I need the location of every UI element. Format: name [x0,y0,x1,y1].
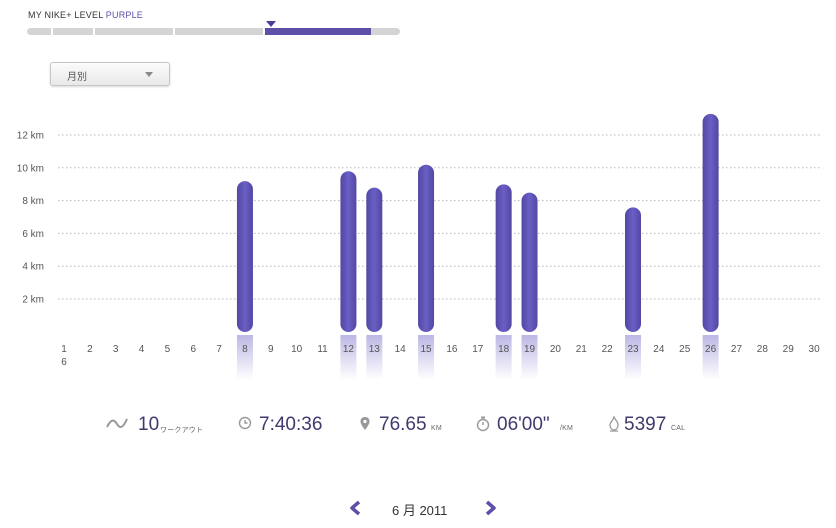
bar-day-8[interactable] [236,181,253,332]
x-tick-label: 27 [731,344,743,355]
bar-day-13[interactable] [366,187,383,332]
chevron-down-icon [145,72,153,77]
stat-calories: 5397 CAL [608,410,708,442]
x-tick-label: 22 [602,344,614,355]
stat-workouts-value: 10 [138,414,160,435]
chevron-right-icon[interactable] [483,500,497,516]
bar-reflection [236,335,253,380]
bar-reflection [495,335,512,380]
stat-workouts: 10 ワークアウト [106,410,216,442]
y-tick-label: 10 km [17,163,44,174]
level-name: PURPLE [105,10,144,20]
stopwatch-icon [476,416,490,432]
bar-reflection [340,335,357,380]
bar-reflection [702,335,719,380]
flame-icon [609,416,619,432]
y-tick-label: 6 km [22,229,44,240]
y-tick-label: 4 km [22,262,44,273]
x-tick-label: 16 [446,344,458,355]
x-tick-label: 23 [627,344,639,355]
stat-duration-value: 7:40:36 [259,414,323,435]
bar-reflection [521,335,538,380]
bar-day-18[interactable] [495,184,512,332]
x-tick-label: 6 [61,357,67,368]
x-tick-label: 5 [165,344,171,355]
x-tick-label: 12 [343,344,355,355]
x-tick-label: 2 [87,344,93,355]
bar-reflection [625,335,641,380]
x-tick-label: 18 [498,344,510,355]
x-tick-label: 10 [291,344,303,355]
level-progress-bar [27,28,400,35]
bar-day-23[interactable] [625,207,641,332]
x-tick-label: 28 [757,344,769,355]
stat-calories-value: 5397 [624,414,667,435]
x-tick-label: 4 [139,344,145,355]
y-tick-label: 12 km [17,131,44,142]
bar-day-26[interactable] [702,113,719,332]
x-tick-label: 24 [653,344,665,355]
activity-line-icon [106,418,128,428]
y-tick-label: 8 km [22,196,44,207]
stat-pace-value: 06'00" [497,414,550,435]
level-title-text: MY NIKE+ LEVEL [28,10,104,20]
period-select-value: 月別 [67,72,87,83]
level-title: MY NIKE+ LEVEL PURPLE [28,10,143,20]
x-tick-label: 15 [420,344,432,355]
period-select[interactable]: 月別 [50,62,170,86]
level-segment-divider [263,28,265,35]
level-current-segment [265,28,371,35]
x-tick-label: 11 [317,344,328,355]
stats-summary: 10 ワークアウト 7:40:36 76.65 KM 06'00" /KM 53… [0,410,836,442]
stat-workouts-unit: ワークアウト [160,427,204,434]
stat-distance-unit: KM [431,425,442,432]
stat-duration: 7:40:36 [238,410,338,442]
bar-reflection [418,335,435,380]
x-tick-label: 29 [783,344,795,355]
level-marker-icon [266,21,276,27]
x-tick-label: 19 [524,344,536,355]
clock-icon [238,416,252,430]
stat-distance-value: 76.65 [379,414,427,435]
x-tick-label: 20 [550,344,562,355]
bar-day-19[interactable] [521,192,538,332]
bar-reflection [366,335,383,380]
x-tick-label: 21 [576,344,588,355]
level-segment-divider [173,28,175,35]
x-tick-label: 14 [395,344,407,355]
x-tick-label: 1 [61,344,67,355]
x-tick-label: 30 [809,344,821,355]
month-navigation: 6 月 2011 [0,495,836,521]
x-tick-label: 3 [113,344,119,355]
level-segment-divider [51,28,53,35]
y-tick-label: 2 km [22,295,44,306]
x-tick-label: 6 [190,344,196,355]
stat-distance: 76.65 KM [359,410,459,442]
x-tick-label: 9 [268,344,274,355]
stat-pace-unit: /KM [560,425,574,432]
chevron-left-icon[interactable] [349,500,363,516]
x-tick-label: 7 [216,344,222,355]
x-tick-label: 8 [242,344,248,355]
map-pin-icon [360,417,370,430]
current-month-label: 6 月 2011 [392,503,448,518]
stat-pace: 06'00" /KM [476,410,586,442]
x-tick-label: 17 [472,344,484,355]
stat-calories-unit: CAL [671,425,686,432]
bar-day-15[interactable] [418,164,435,332]
x-tick-label: 26 [705,344,717,355]
bar-day-12[interactable] [340,171,357,332]
x-tick-label: 13 [369,344,381,355]
x-tick-label: 25 [679,344,691,355]
level-segment-divider [93,28,95,35]
